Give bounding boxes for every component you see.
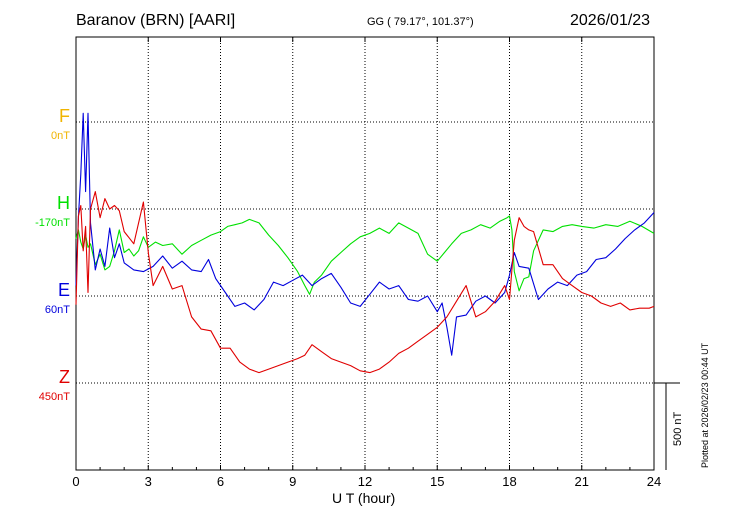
component-label-h: H [57,193,70,213]
x-tick-label-9: 9 [289,474,296,489]
series-line-e [75,112,655,356]
scale-bar [654,382,680,470]
x-tick-label-0: 0 [72,474,79,489]
baseline-label-e: 60nT [44,304,70,316]
series-line-z [75,191,655,374]
component-label-f: F [59,106,70,126]
component-label-e: E [57,280,70,300]
x-tick-label-3: 3 [145,474,152,489]
grid-lines [76,37,654,470]
baseline-label-f: 0nT [51,130,70,142]
x-tick-label-21: 21 [575,474,589,489]
date-label: 2026/01/23 [570,12,651,29]
series-line-h [75,215,655,295]
x-tick-label-12: 12 [358,474,372,489]
x-tick-label-18: 18 [502,474,516,489]
baseline-label-h: -170nT [35,217,70,229]
x-tick-label-24: 24 [647,474,661,489]
x-tick-label-6: 6 [217,474,224,489]
x-axis-ticks: 0 3 6 9 12 15 18 21 24 [72,37,661,489]
baseline-label-z: 450nT [38,391,70,403]
data-series [75,112,655,374]
plotted-timestamp: Plotted at 2026/02/23 00:44 UT [700,342,710,468]
scale-bar-label: 500 nT [672,411,684,446]
station-title: Baranov (BRN) [AARI] [76,12,236,29]
component-label-z: Z [59,367,70,387]
x-tick-label-15: 15 [430,474,444,489]
coordinates-label: GG ( 79.17°, 101.37°) [367,16,474,28]
x-axis-label: U T (hour) [332,490,396,506]
